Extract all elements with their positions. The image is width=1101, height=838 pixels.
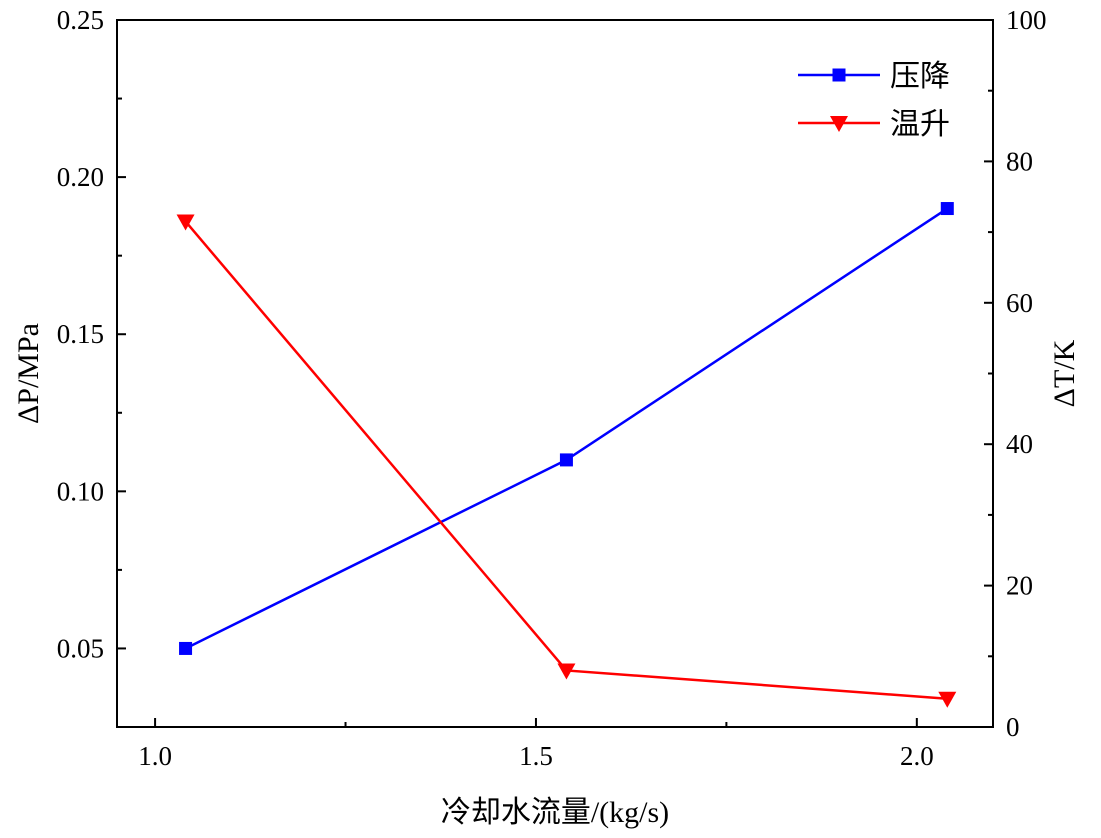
- x-axis-title: 冷却水流量/(kg/s): [441, 796, 669, 829]
- series-1-point: [938, 691, 957, 708]
- y-right-tick-label: 0: [1006, 712, 1020, 742]
- y-right-tick-label: 80: [1006, 146, 1033, 176]
- series-1-point: [557, 663, 576, 680]
- y-right-axis-title: ΔT/K: [1048, 339, 1081, 407]
- legend-label-0: 压降: [890, 60, 950, 93]
- series-line-0: [185, 207, 948, 650]
- series-0-point: [179, 641, 193, 655]
- y-right-tick-label: 100: [1006, 5, 1047, 35]
- y-right-tick-label: 40: [1006, 429, 1033, 459]
- y-left-tick-label: 0.20: [57, 162, 104, 192]
- series-1-point: [176, 214, 195, 231]
- x-tick-label: 1.5: [519, 741, 553, 771]
- y-left-tick-label: 0.25: [57, 5, 104, 35]
- legend-marker-1: [830, 116, 848, 132]
- y-left-tick-label: 0.05: [57, 633, 104, 663]
- legend-marker-0: [832, 68, 846, 82]
- series-layer: [176, 202, 957, 708]
- y-left-axis-title: ΔP/MPa: [12, 323, 45, 424]
- y-left-tick-label: 0.10: [57, 476, 104, 506]
- y-right-tick-label: 20: [1006, 571, 1033, 601]
- x-tick-label: 2.0: [900, 741, 934, 771]
- plot-frame: [116, 19, 994, 728]
- x-tick-label: 1.0: [138, 741, 172, 771]
- legend-label-1: 温升: [890, 108, 950, 141]
- series-0-point: [559, 453, 573, 467]
- axes-layer: 1.0 1.5 2.0 0.05 0.10 0.15 0.20 0.25 0 20 40 60 80 10…: [12, 5, 1081, 829]
- series-0-point: [940, 202, 954, 216]
- y-right-tick-label: 60: [1006, 288, 1033, 318]
- y-left-tick-label: 0.15: [57, 319, 104, 349]
